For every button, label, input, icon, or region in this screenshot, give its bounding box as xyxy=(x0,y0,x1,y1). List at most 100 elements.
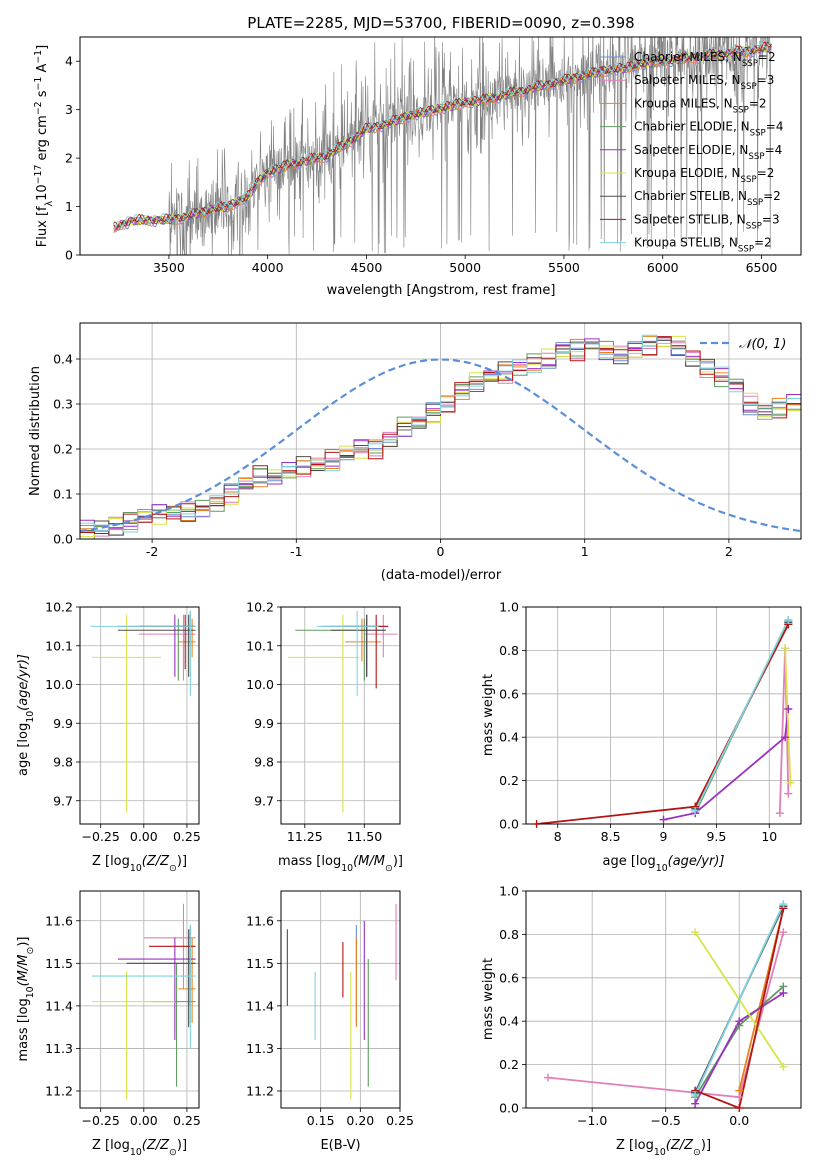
plot-area xyxy=(92,903,196,1100)
residual-histogram-step xyxy=(80,336,801,536)
x-tick-label: 8.5 xyxy=(601,829,621,844)
axes-spectrum: 3500 4000 4500 5000 5500 6000 6500 0 1 2 3 4 Chabrie… xyxy=(33,36,802,298)
y-tick-label: 9.7 xyxy=(53,793,73,808)
x-tick-label: 2 xyxy=(725,544,733,559)
x-tick-label: 9.5 xyxy=(706,829,726,844)
y-axis-label: mass [log10(M/M⊙)] xyxy=(16,937,36,1062)
gridlines xyxy=(526,606,801,825)
x-tick-label: 6000 xyxy=(647,260,679,275)
axes-border xyxy=(280,606,401,825)
y-tick-label: 0.6 xyxy=(499,970,519,985)
model-spectrum-line xyxy=(113,41,772,229)
x-axis-label: wavelength [Angstrom, rest frame] xyxy=(327,283,556,298)
axes-border xyxy=(79,606,200,825)
legend-label: Chabrier MILES, NSSP=2 xyxy=(634,50,776,69)
x-tick-label: -2 xyxy=(146,544,158,559)
y-tick-label: 3 xyxy=(65,102,73,117)
y-tick-label: 0.4 xyxy=(499,1014,519,1029)
y-tick-label: 11.5 xyxy=(45,956,73,971)
y-tick-label: 4 xyxy=(65,54,73,69)
x-tick-label: −0.5 xyxy=(651,1113,681,1128)
gridlines xyxy=(80,323,801,540)
gridlines xyxy=(281,606,400,824)
y-tick-label: 0.1 xyxy=(53,487,73,502)
axes-frame: 11.25 11.50 9.7 9.8 9.9 10.0 10.1 10.2 mass [log… xyxy=(246,600,403,874)
axes-mass-vs-EBV: 0.15 0.20 0.25 11.2 11.3 11.4 11.5 11.6 E(B-V) xyxy=(246,890,414,1153)
y-tick-label: 11.5 xyxy=(246,956,274,971)
x-tick-label: −1.0 xyxy=(577,1113,607,1128)
data-point-marker xyxy=(781,644,790,653)
y-axis-label: Flux [fλ10−17 erg cm−2 s−1 A−1] xyxy=(33,45,55,247)
x-tick-label: 1 xyxy=(581,544,589,559)
legend-label: Kroupa STELIB, NSSP=2 xyxy=(634,236,772,255)
series-line xyxy=(663,708,790,821)
series-line xyxy=(694,903,785,1096)
data-point-marker xyxy=(779,900,788,909)
y-tick-label: 11.6 xyxy=(246,913,274,928)
y-tick-label: 0.0 xyxy=(499,817,519,832)
legend-label: Kroupa ELODIE, NSSP=2 xyxy=(634,166,774,185)
y-tick-label: 0 xyxy=(65,248,73,263)
x-tick-label: 3500 xyxy=(153,260,185,275)
series-line xyxy=(536,623,790,824)
y-tick-label: 1.0 xyxy=(499,884,519,899)
x-tick-label: 11.50 xyxy=(346,829,382,844)
axes-age-vs-mass: 11.25 11.50 9.7 9.8 9.9 10.0 10.1 10.2 mass [log… xyxy=(246,600,403,874)
x-axis-label: E(B-V) xyxy=(320,1138,360,1153)
data-point-marker xyxy=(786,778,795,787)
data-point-marker xyxy=(735,1104,744,1112)
legend-label: Salpeter STELIB, NSSP=3 xyxy=(634,212,780,231)
legend-label: Kroupa MILES, NSSP=2 xyxy=(634,96,767,115)
y-tick-label: 0.3 xyxy=(53,397,73,412)
observed-spectrum-line xyxy=(113,37,772,255)
series-line xyxy=(694,619,790,812)
y-tick-label: 1 xyxy=(65,199,73,214)
y-tick-label: 2 xyxy=(65,151,73,166)
x-tick-label: 0.25 xyxy=(173,829,201,844)
axes-border xyxy=(79,36,802,256)
axes-frame: −0.25 0.00 0.25 9.7 9.8 9.9 10.0 10.1 10.2 Z [log… xyxy=(16,600,201,874)
residual-histogram-step xyxy=(80,335,801,531)
data-point-marker xyxy=(775,809,784,818)
data-point-marker xyxy=(532,820,541,828)
x-tick-label: 6500 xyxy=(746,260,778,275)
axes-frame: 8 8.5 9 9.5 10 0.0 0.2 0.4 0.6 0.8 1.0 age [log10(a… xyxy=(481,600,802,874)
y-tick-label: 0.4 xyxy=(53,352,73,367)
x-tick-label: 0.15 xyxy=(307,1113,335,1128)
normal-distribution-curve xyxy=(80,358,801,533)
residual-histogram-step xyxy=(80,335,801,538)
plot-area xyxy=(90,610,196,813)
plot-area xyxy=(113,37,772,255)
y-tick-label: 9.7 xyxy=(254,793,274,808)
x-axis-label: Z [log10(Z/Z⊙)] xyxy=(616,1138,711,1158)
y-tick-label: 9.8 xyxy=(254,755,274,770)
data-point-marker xyxy=(779,988,788,997)
x-tick-label: 0.25 xyxy=(173,1113,201,1128)
x-tick-label: 0.00 xyxy=(130,1113,158,1128)
y-tick-label: 0.0 xyxy=(53,532,73,547)
x-tick-label: 4000 xyxy=(252,260,284,275)
residual-histogram-step xyxy=(80,336,801,534)
data-point-marker xyxy=(691,1090,700,1099)
data-point-marker xyxy=(779,1062,788,1071)
x-tick-label: -1 xyxy=(290,544,302,559)
x-tick-label: 10 xyxy=(761,829,777,844)
residual-histogram-step xyxy=(80,334,801,533)
spectrum-legend: Chabrier MILES, NSSP=2 Salpeter MILES, NS… xyxy=(600,50,783,255)
plot-area xyxy=(80,334,801,539)
residual-histogram-step xyxy=(80,339,801,536)
y-tick-label: 1.0 xyxy=(499,600,519,615)
y-tick-label: 10.0 xyxy=(45,677,73,692)
x-axis-label: Z [log10(Z/Z⊙)] xyxy=(92,1138,187,1158)
y-tick-label: 0.2 xyxy=(53,442,73,457)
y-tick-label: 11.4 xyxy=(45,998,73,1013)
axes-border xyxy=(525,890,802,1109)
data-point-marker xyxy=(779,928,788,937)
gridlines xyxy=(80,891,199,1108)
data-point-marker xyxy=(735,1086,744,1095)
x-tick-label: 8 xyxy=(554,829,562,844)
y-tick-label: 9.9 xyxy=(254,716,274,731)
axes-weight-vs-Z: −1.0 −0.5 0.0 0.0 0.2 0.4 0.6 0.8 1.0 Z [log10(Z/… xyxy=(481,884,802,1158)
data-point-marker xyxy=(691,928,700,937)
